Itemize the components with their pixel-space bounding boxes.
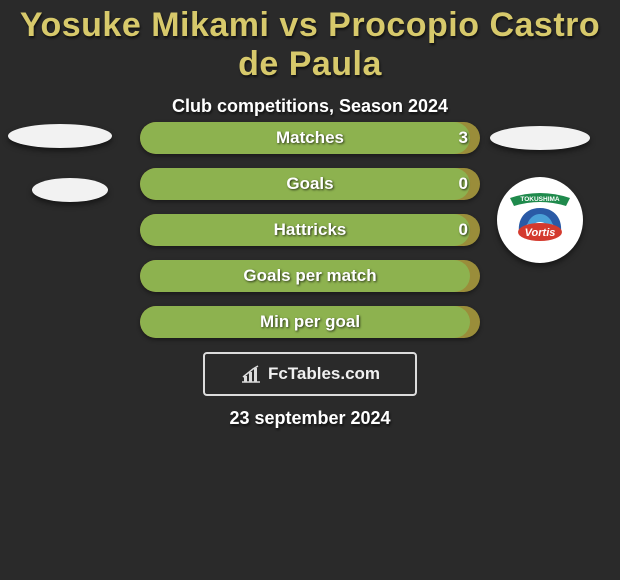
left-placeholder-ellipse — [8, 124, 112, 148]
stat-row: Goals0 — [140, 168, 480, 200]
page-title: Yosuke Mikami vs Procopio Castro de Paul… — [0, 0, 620, 84]
stat-label: Min per goal — [140, 306, 480, 338]
stat-row: Hattricks0 — [140, 214, 480, 246]
svg-text:Vortis: Vortis — [525, 227, 556, 239]
stats-block: Matches3Goals0Hattricks0Goals per matchM… — [140, 122, 480, 352]
stat-value: 0 — [459, 214, 468, 246]
stat-row: Goals per match — [140, 260, 480, 292]
vortis-crest-icon: TOKUSHIMA Vortis — [504, 184, 576, 256]
stat-label: Hattricks — [140, 214, 480, 246]
stat-row: Min per goal — [140, 306, 480, 338]
stat-label: Goals — [140, 168, 480, 200]
brand-box: FcTables.com — [203, 352, 417, 396]
svg-text:TOKUSHIMA: TOKUSHIMA — [520, 196, 560, 203]
date-text: 23 september 2024 — [0, 408, 620, 429]
right-placeholder-ellipse — [490, 126, 590, 150]
stat-value: 3 — [459, 122, 468, 154]
page-subtitle: Club competitions, Season 2024 — [0, 96, 620, 117]
stat-value: 0 — [459, 168, 468, 200]
stat-row: Matches3 — [140, 122, 480, 154]
brand-text: FcTables.com — [268, 364, 380, 384]
club-crest: TOKUSHIMA Vortis — [497, 177, 583, 263]
stat-label: Goals per match — [140, 260, 480, 292]
stat-label: Matches — [140, 122, 480, 154]
left-placeholder-ellipse — [32, 178, 108, 202]
bar-chart-icon — [240, 364, 262, 384]
